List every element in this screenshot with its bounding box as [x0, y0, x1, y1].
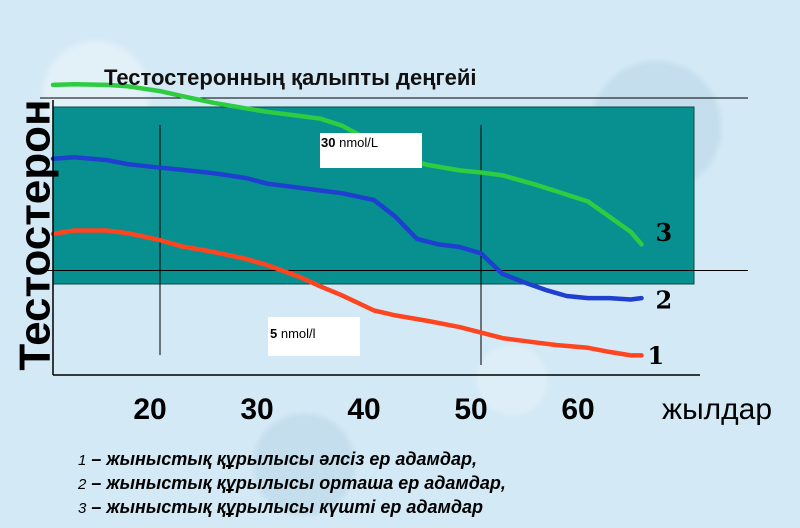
legend-item: 3 – жыныстық құрылысы күшті ер адамдар [78, 496, 506, 520]
y-axis-label: Тестостерон [11, 99, 60, 370]
x-tick-label: 40 [347, 393, 380, 426]
upper-annotation-unit: nmol/L [339, 135, 378, 150]
lower-annotation-value: 5 [270, 326, 277, 341]
legend: 1 – жыныстық құрылысы әлсіз ер адамдар, … [78, 448, 506, 520]
x-axis-label: жылдар [662, 393, 772, 426]
series-line-1 [50, 228, 644, 358]
legend-item-text: – жыныстық құрылысы әлсіз ер адамдар, [91, 449, 477, 469]
legend-item-text: – жыныстық құрылысы орташа ер адамдар, [91, 473, 506, 493]
upper-annotation-box [320, 133, 422, 168]
chart-title: Тестостеронның қалыпты деңгейі [104, 65, 477, 90]
upper-annotation: 30 nmol/L [321, 135, 378, 150]
lower-annotation-box [268, 317, 360, 356]
lower-annotation: 5 nmol/l [270, 326, 316, 341]
legend-item-number: 3 [78, 500, 87, 517]
x-tick-label: 30 [240, 393, 273, 426]
legend-item-number: 1 [78, 452, 87, 469]
series-end-label-1: 1 [648, 341, 665, 370]
series-end-label-2: 2 [656, 286, 673, 315]
legend-item: 1 – жыныстық құрылысы әлсіз ер адамдар, [78, 448, 506, 472]
lower-annotation-unit: nmol/l [281, 326, 316, 341]
x-tick-label: 60 [561, 393, 594, 426]
series-end-label-3: 3 [656, 218, 673, 247]
x-tick-label: 20 [133, 393, 166, 426]
legend-item-number: 2 [78, 476, 87, 493]
x-tick-labels: 20 30 40 50 60 [133, 393, 594, 426]
x-tick-label: 50 [454, 393, 487, 426]
series-end-labels: 3 2 1 [648, 218, 673, 370]
legend-item-text: – жыныстық құрылысы күшті ер адамдар [91, 497, 483, 517]
legend-item: 2 – жыныстық құрылысы орташа ер адамдар, [78, 472, 506, 496]
series-line-2 [50, 155, 644, 302]
upper-annotation-value: 30 [321, 135, 335, 150]
